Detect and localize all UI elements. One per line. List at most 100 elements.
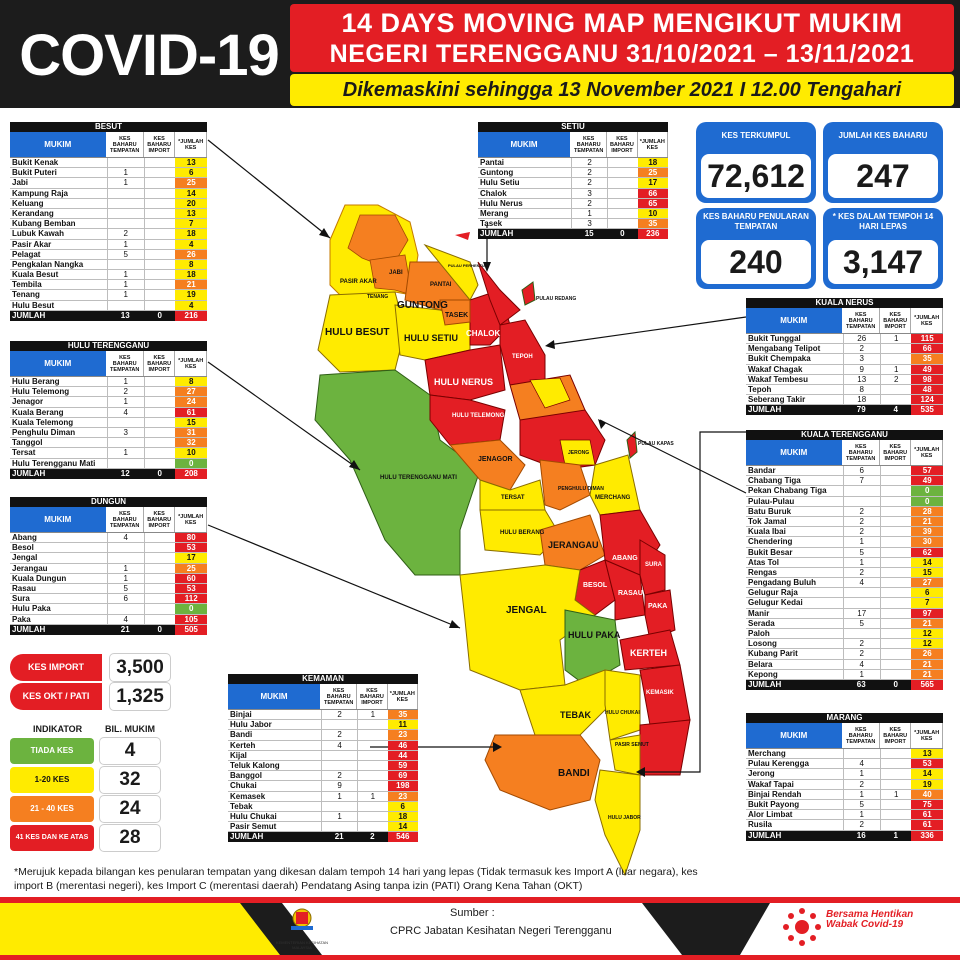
row-import: [879, 749, 912, 759]
table-kuala-nerus: KUALA NERUS MUKIM KES BAHARU TEMPATAN KES B…: [746, 298, 943, 416]
table-total-row: JUMLAH 12 0 208: [10, 468, 207, 479]
row-import: 1: [879, 364, 912, 374]
map-region-jengal: [459, 564, 596, 691]
total-import: 0: [157, 468, 162, 478]
table-total-row: JUMLAH 21 0 505: [10, 624, 207, 635]
row-jumlah: 21: [911, 516, 943, 527]
row-tempatan: [106, 188, 144, 198]
row-name: Kubang Parit: [748, 649, 798, 659]
map-region-chukai: [639, 719, 691, 776]
row-tempatan: 1: [842, 669, 880, 679]
col-jumlah: *JUMLAH KES: [387, 684, 418, 709]
row-name: Tanggol: [12, 438, 43, 448]
row-name: Atas Tol: [748, 557, 779, 567]
row-name: Kubang Bemban: [12, 219, 76, 229]
map-region-merchang: [589, 454, 641, 516]
row-jumlah: 27: [175, 387, 207, 397]
row-tempatan: [842, 598, 880, 608]
col-tempatan: KES BAHARU TEMPATAN: [106, 507, 144, 532]
row-import: [357, 801, 387, 811]
col-jumlah: *JUMLAH KES: [175, 351, 207, 376]
row-tempatan: [842, 486, 880, 496]
row-tempatan: 1: [842, 557, 880, 567]
row-tempatan: 1: [106, 377, 144, 387]
table-row: Chukai 9 198: [228, 781, 418, 792]
row-import: [357, 811, 387, 822]
row-import: [879, 537, 912, 547]
map-label-besol: BESOL: [583, 582, 608, 589]
table-row: Tebak 6: [228, 801, 418, 812]
row-jumlah: 80: [175, 533, 207, 543]
row-tempatan: [321, 801, 357, 811]
row-import: [879, 476, 912, 486]
table-row: Bukit Tunggal 26 1 115: [746, 334, 943, 345]
map-label-rasau: RASAU: [618, 590, 643, 597]
row-jumlah: 53: [911, 759, 943, 769]
row-jumlah: 25: [175, 178, 207, 188]
table-header: MUKIM KES BAHARU TEMPATAN KES BAHARU IMPOR…: [746, 440, 943, 466]
row-tempatan: 4: [842, 578, 880, 588]
table-header: MUKIM KES BAHARU TEMPATAN KES BAHARU IMPOR…: [478, 132, 668, 158]
row-name: Kuala Besut: [12, 270, 59, 280]
map-region-chalok: [469, 289, 511, 346]
row-name: Kerandang: [12, 208, 54, 218]
row-tempatan: [842, 588, 880, 598]
row-name: Hulu Terengganu Mati: [12, 458, 96, 468]
map-label-kerteh: KERTEH: [630, 648, 668, 658]
row-jumlah: 0: [175, 458, 207, 468]
stat-kes-terkumpul: KES TERKUMPUL 72,612: [696, 122, 816, 203]
footer-logo-panel: [740, 903, 960, 955]
row-name: Abang: [12, 533, 37, 542]
row-import: [607, 208, 637, 219]
kes-okt-label: KES OKT / PATI: [10, 683, 102, 710]
stat-kes-14-hari-value: 3,147: [828, 240, 938, 284]
row-jumlah: 31: [175, 427, 207, 438]
map-island-perhentian: [455, 232, 470, 240]
row-jumlah: 53: [175, 583, 207, 594]
row-jumlah: 105: [175, 614, 207, 624]
table-row: Belara 4 21: [746, 659, 943, 670]
row-import: [143, 397, 176, 407]
table-row: Pulau Kerengga 4 53: [746, 759, 943, 770]
row-tempatan: 2: [106, 229, 144, 239]
row-import: [879, 516, 912, 527]
row-tempatan: 2: [321, 710, 357, 720]
kes-import-label: KES IMPORT: [10, 654, 102, 681]
row-tempatan: [106, 417, 144, 427]
map-label-hulu-terengganu-mati: HULU TERENGGANU MATI: [380, 475, 457, 481]
row-import: [607, 158, 637, 168]
map-region-kuala-nerus: [499, 319, 546, 386]
map-island-redang: [521, 281, 536, 306]
row-name: Tasek: [480, 219, 503, 229]
row-name: Besol: [12, 543, 34, 553]
row-name: Kepong: [748, 669, 778, 679]
row-tempatan: [106, 438, 144, 448]
table-kuala-terengganu: KUALA TERENGGANU MUKIM KES BAHARU TEMPATAN…: [746, 430, 943, 690]
table-marang: MARANG MUKIM KES BAHARU TEMPATAN KES BAHARU…: [746, 713, 943, 841]
map-label-pulau-kapas: PULAU KAPAS: [638, 441, 674, 447]
row-jumlah: 4: [175, 239, 207, 249]
row-name: Pengkalan Nangka: [12, 259, 84, 269]
row-import: [143, 219, 176, 229]
row-name: Penghulu Diman: [12, 427, 76, 437]
legend-tiada-kes-value: 4: [100, 738, 160, 764]
table-total-row: JUMLAH 16 1 336: [746, 830, 943, 841]
table-row: Mengabang Telipot 2 66: [746, 344, 943, 355]
row-import: [143, 427, 176, 438]
total-label: JUMLAH: [12, 310, 46, 320]
row-name: Chukai: [230, 781, 257, 791]
total-tempatan: 12: [120, 468, 130, 478]
map-label-tersat: TERSAT: [501, 495, 525, 501]
table-title: SETIU: [478, 122, 668, 132]
row-tempatan: [106, 543, 144, 553]
row-import: [879, 649, 912, 659]
table-row: Hulu Paka 0: [10, 604, 207, 615]
row-tempatan: [106, 158, 144, 168]
table-row: Alor Limbat 1 61: [746, 810, 943, 821]
table-row: Bukit Kenak 13: [10, 158, 207, 169]
row-tempatan: 1: [106, 239, 144, 249]
map-label-pasir-akar: PASIR AKAR: [340, 279, 377, 285]
row-tempatan: 2: [106, 387, 144, 397]
row-tempatan: 3: [106, 427, 144, 438]
table-row: Chalok 3 66: [478, 188, 668, 199]
